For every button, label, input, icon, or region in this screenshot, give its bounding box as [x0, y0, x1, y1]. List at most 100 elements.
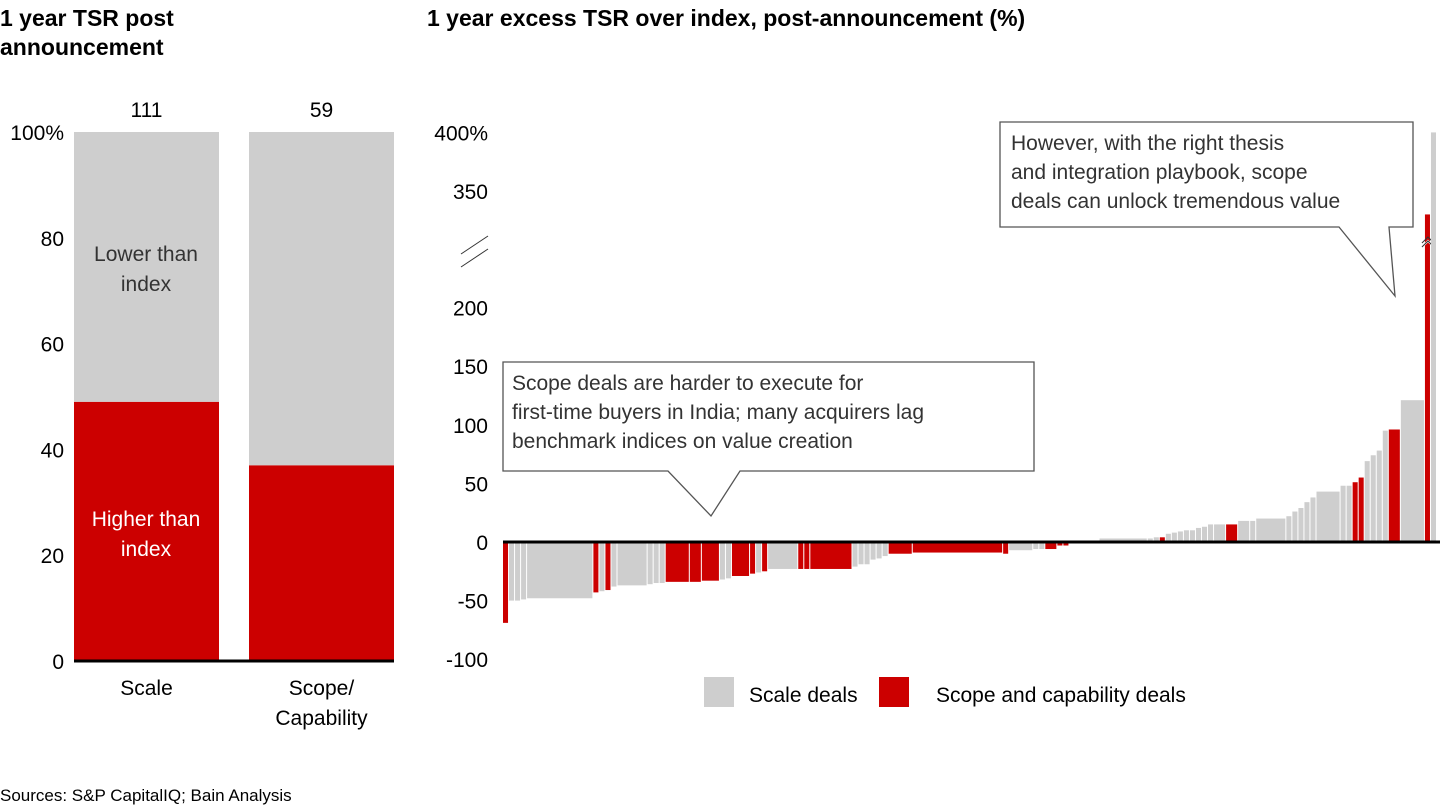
callout-text-unlock: and integration playbook, scope	[1011, 161, 1308, 184]
x-category-label: Capability	[275, 707, 368, 730]
y-tick-label: 80	[41, 228, 64, 251]
bar-scale-deal	[527, 542, 593, 599]
bar-scale-deal	[1292, 511, 1298, 542]
bar-scope-deal	[1003, 542, 1009, 554]
bar-segment-higher	[74, 401, 219, 661]
segment-label-higher: index	[121, 538, 172, 561]
bar-scope-deal	[503, 542, 509, 623]
y-tick-label: 50	[465, 473, 488, 496]
y-tick-label: 20	[41, 545, 64, 568]
y-tick-label: -100	[446, 649, 488, 672]
bar-total-label: 59	[310, 99, 333, 122]
bar-scale-deal	[870, 542, 876, 560]
bar-scale-deal	[864, 542, 870, 565]
bar-scale-deal	[1400, 400, 1424, 542]
bar-scope-deal	[762, 542, 768, 572]
left-chart-title: 1 year TSR post announcement	[0, 5, 174, 60]
bar-scale-deal	[1153, 537, 1159, 542]
x-category-label: Scale	[120, 677, 173, 700]
bar-scope-deal	[1057, 542, 1063, 546]
bar-scope-deal	[689, 542, 701, 582]
legend-swatch-scale	[704, 677, 734, 707]
y-tick-label: 100%	[10, 122, 64, 145]
callout-text-lag: Scope deals are harder to execute for	[512, 372, 863, 395]
bar-scale-deal	[599, 542, 605, 592]
bar-scale-deal	[1147, 538, 1153, 542]
bar-scale-deal	[1214, 524, 1226, 542]
bar-scope-deal	[1159, 537, 1165, 542]
bar-scale-deal	[1099, 538, 1147, 542]
bar-scale-deal	[659, 542, 665, 584]
bar-segment-lower	[74, 132, 219, 402]
bar-scope-deal	[593, 542, 599, 593]
callout-text-lag: benchmark indices on value creation	[512, 430, 853, 453]
callout-text-unlock: However, with the right thesis	[1011, 132, 1284, 155]
bar-scope-deal	[1226, 524, 1238, 542]
bar-segment-lower	[249, 132, 394, 466]
y-tick-label: 150	[453, 356, 488, 379]
bar-scale-deal	[1201, 526, 1208, 542]
legend-swatch-scope	[879, 677, 909, 707]
bar-scale-deal	[1364, 461, 1370, 542]
bar-scale-deal	[521, 542, 527, 600]
right-chart-title: 1 year excess TSR over index, post-annou…	[427, 5, 1026, 31]
y-tick-label: -50	[458, 591, 488, 614]
y-tick-label: 400%	[434, 122, 488, 145]
bar-scale-deal	[719, 542, 725, 580]
bar-scale-deal	[1238, 520, 1250, 542]
bar-scale-deal	[1183, 530, 1189, 542]
bar-segment-higher	[249, 465, 394, 661]
bar-scale-deal	[509, 542, 515, 601]
bar-scope-deal	[701, 542, 719, 581]
segment-label-lower: index	[121, 273, 172, 296]
bar-scale-deal	[1208, 524, 1214, 542]
bar-scale-deal	[515, 542, 521, 601]
callout-box-lag	[502, 361, 1035, 518]
bar-scale-deal	[1316, 491, 1340, 542]
bar-scale-deal	[611, 542, 617, 587]
callout-text-unlock: deals can unlock tremendous value	[1011, 190, 1340, 213]
callout-text-lag: first-time buyers in India; many acquire…	[512, 401, 924, 424]
stacked-bar-chart: 0 20 40 60 80 100% 111 Scale 59 Scope/Capability H…	[10, 99, 394, 730]
bar-scale-deal	[617, 542, 647, 586]
bar-scope-deal	[1063, 542, 1069, 546]
bar-scale-deal	[1376, 450, 1382, 542]
callout-box-unlock	[999, 121, 1414, 299]
segment-label-lower: Lower than	[94, 243, 198, 266]
bar-scale-deal	[1430, 132, 1436, 542]
bar-scale-deal	[1256, 518, 1286, 542]
bar-scope-deal	[1352, 482, 1358, 542]
axis-break-mark	[460, 235, 489, 255]
bar-scale-deal	[882, 542, 888, 557]
bar-scope-deal	[731, 542, 750, 576]
bar-scale-deal	[1346, 485, 1352, 542]
bar-scope-deal	[665, 542, 689, 582]
bar-scale-deal	[1304, 502, 1310, 542]
excess-tsr-bar-chart: -100 -50 0 50 100 150 200 350 400% Scope deals ar…	[434, 121, 1440, 707]
bar-scale-deal	[1177, 531, 1183, 542]
y-tick-label: 40	[41, 439, 64, 462]
axis-break-mark	[460, 248, 489, 268]
bar-scale-deal	[1298, 508, 1304, 542]
bar-scope-deal	[810, 542, 852, 569]
bar-scale-deal	[1250, 520, 1256, 542]
y-tick-label: 0	[52, 651, 64, 674]
bar-scope-deal	[798, 542, 804, 569]
bar-scale-deal	[1033, 542, 1039, 550]
bar-scale-deal	[725, 542, 731, 579]
bar-scope-deal	[605, 542, 611, 591]
bar-scale-deal	[1165, 533, 1171, 542]
bar-scope-deal	[912, 542, 1003, 553]
bar-scale-deal	[1286, 516, 1292, 542]
bar-scale-deal	[1382, 430, 1388, 542]
bar-scope-deal	[1045, 542, 1057, 550]
bar-scope-deal	[750, 542, 756, 574]
y-tick-label: 200	[453, 298, 488, 321]
bar-scope-deal	[1424, 214, 1430, 542]
y-tick-label: 100	[453, 415, 488, 438]
bar-scope-deal	[1358, 477, 1364, 542]
bar-scale-deal	[1195, 527, 1201, 542]
bar-scale-deal	[647, 542, 653, 585]
bar-scale-deal	[1171, 532, 1177, 542]
